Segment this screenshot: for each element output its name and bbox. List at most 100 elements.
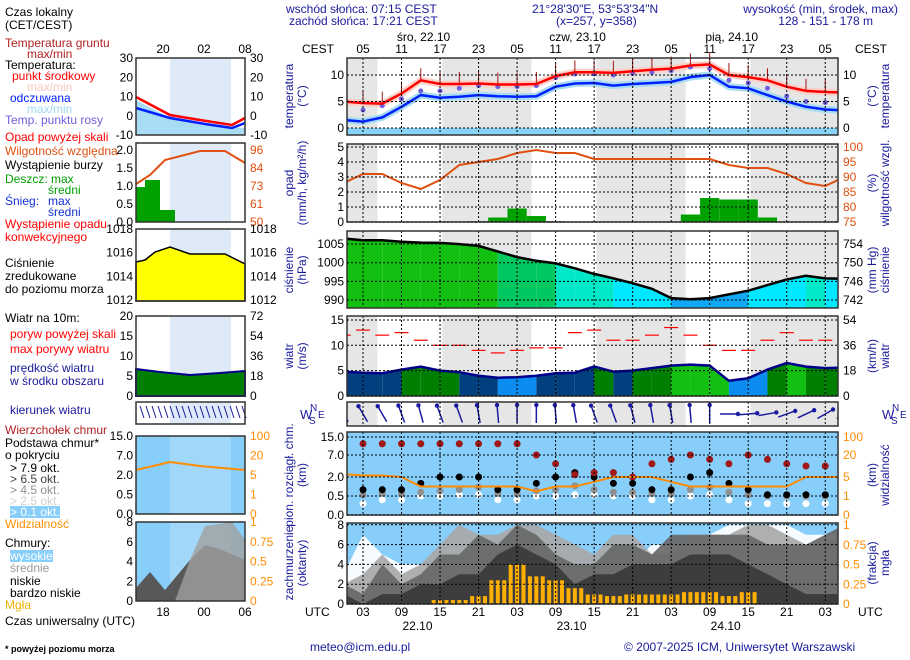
mini-visibility-tick: 5 (250, 468, 257, 482)
wind-direction-arrow (496, 404, 500, 424)
day-label: śro, 22.10 (397, 30, 451, 44)
wind-speed-fill (382, 369, 402, 396)
legend-cloud-base-2: o pokryciu (5, 448, 60, 462)
time-label-cest: 17 (587, 42, 601, 56)
cloud-height-axis-title: pion. rozciągł. chm. (282, 423, 296, 526)
mini-pressure-tick-right: 1018 (250, 222, 277, 236)
dew-point-dot (456, 85, 462, 91)
wind-arrow-head (514, 402, 520, 408)
humidity-tick: 80 (843, 200, 857, 214)
sunrise-text: wschód słońca: 07:15 CEST (286, 2, 437, 16)
mini-wind-arrow (223, 405, 229, 419)
time-label-utc: 15 (587, 605, 601, 619)
legend-local-time: Czas lokalny (5, 5, 74, 19)
mini-cloudh-tick: 0.0 (116, 507, 133, 521)
compass-s-right: S (891, 416, 898, 427)
time-label-utc: 09 (395, 605, 409, 619)
wind-speed-fill (497, 377, 518, 396)
wind-arrow-head (648, 402, 653, 408)
compass-w-right: W (882, 407, 895, 422)
fog-bar (457, 600, 462, 604)
date-label: 24.10 (711, 619, 741, 633)
time-label-cest: 05 (356, 42, 370, 56)
panel-frame-temp (346, 57, 839, 136)
fog-bar (637, 594, 642, 604)
time-label-cest: 11 (549, 42, 562, 56)
legend-cover-79: > 7.9 okt. (10, 461, 60, 475)
wind-speed-fill (420, 366, 441, 396)
rain-bar (488, 217, 508, 222)
cloud-top-dot (378, 440, 386, 448)
cloud-top-dot (686, 451, 694, 459)
time-label-utc: 09 (703, 605, 717, 619)
legend-clouds-title: Chmury: (5, 536, 51, 550)
rain-bar (738, 199, 758, 222)
legend-midpoint-maxmin: max/min (27, 80, 73, 94)
night-band (905, 316, 910, 396)
dew-point-dot (341, 109, 346, 114)
wind-arrow-head (830, 407, 836, 412)
cloud-base-dot (686, 486, 694, 494)
mini-wind-tick: 20 (120, 309, 134, 323)
legend-pressure-2: zredukowane (5, 269, 77, 283)
wind-speed-fill (825, 367, 838, 396)
legend-rain-mean: średni (48, 183, 81, 197)
legend-temperature: Temperatura: (5, 58, 76, 72)
mini-bg-ch (136, 436, 245, 514)
fog-bar (470, 596, 475, 604)
pressure-tick: 995 (324, 274, 344, 288)
mini-kmh-tick: 54 (250, 329, 264, 343)
precip-tick: 5 (337, 140, 344, 154)
wind-direction-arrow (609, 405, 618, 423)
fog-bar (463, 600, 468, 604)
time-label-utc: 21 (472, 605, 486, 619)
temp-tick: 0 (337, 121, 344, 135)
mini-time-label: 02 (197, 42, 211, 56)
legend-ground-temp: Temperatura gruntu (5, 36, 110, 50)
coordinates-text: 21°28'30"E, 53°53'34"N (532, 2, 659, 16)
cest-label: CEST (302, 42, 335, 56)
cloud-base-dot (609, 488, 617, 496)
mini-wind-arrow (187, 405, 193, 419)
fog-bar (489, 580, 494, 604)
fog-bar (547, 580, 552, 604)
wind-speed-fill (517, 375, 537, 396)
mini-pressure-tick-right: 1016 (250, 246, 277, 260)
fog-bar (495, 580, 500, 604)
time-label-cest: 05 (664, 42, 678, 56)
time-label-cest: 17 (742, 42, 756, 56)
kmh-tick: 0 (843, 389, 850, 403)
legend-cover-45: > 4.5 okt. (10, 483, 60, 497)
cloud-top-dot (513, 440, 521, 448)
elevation-label: wysokość (min, środek, max) (743, 2, 898, 16)
wind-direction-arrow (455, 405, 464, 423)
dew-point-dot (418, 88, 424, 94)
temp-axis-title-right: temperatura (878, 63, 892, 128)
wind-speed-fill (440, 370, 460, 396)
wind-arrow-head (774, 410, 779, 415)
wind-speed-fill (401, 366, 421, 396)
mini-rain-area (136, 180, 175, 222)
precip-axis-title: (mm/h, kg/m²/h) (295, 141, 309, 226)
fog-bar (431, 600, 436, 604)
mini-visibility-tick: 0 (250, 507, 257, 521)
rain-bar (719, 199, 739, 222)
fog-bar (720, 596, 725, 604)
fog-bar (598, 594, 603, 604)
legend-fog: Mgła (5, 598, 32, 612)
cloud-base-dot (686, 473, 694, 481)
visibility-tick: 5 (843, 470, 850, 484)
pressure-fill (825, 278, 838, 308)
mini-kmh-tick: 36 (250, 349, 264, 363)
cloud-top-dot (398, 440, 406, 448)
mini-wind-arrow (235, 405, 241, 419)
pressure-fill (690, 298, 710, 308)
time-label-utc: 21 (626, 605, 640, 619)
wind-direction-arrow (377, 405, 388, 423)
contact-email-link[interactable]: meteo@icm.edu.pl (310, 640, 411, 654)
cloud-base-dot (494, 486, 502, 494)
time-label-utc: 03 (664, 605, 678, 619)
cloud-base-dot (725, 488, 733, 496)
cloud-top-dot (552, 460, 560, 468)
time-label-utc: 03 (356, 605, 370, 619)
